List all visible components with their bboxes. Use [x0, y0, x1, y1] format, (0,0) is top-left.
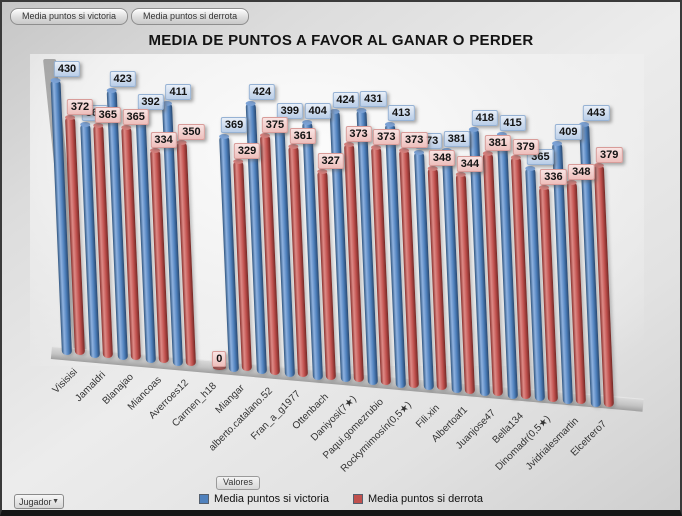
data-label-victoria-7: 424 — [248, 84, 276, 101]
data-label-derrota-2: 365 — [122, 109, 149, 126]
values-field-button[interactable]: Valores — [216, 476, 260, 490]
data-label-derrota-15: 381 — [484, 134, 511, 151]
data-label-victoria-11: 431 — [360, 90, 387, 107]
data-label-victoria-14: 381 — [443, 130, 471, 147]
chart-title: MEDIA DE PUNTOS A FAVOR AL GANAR O PERDE… — [148, 32, 534, 49]
jugador-dropdown-label: Jugador — [19, 496, 52, 507]
data-label-derrota-11: 373 — [373, 128, 400, 145]
legend: Media puntos si victoria Media puntos si… — [2, 493, 680, 505]
data-label-derrota-1: 365 — [94, 106, 122, 123]
data-label-victoria-19: 443 — [582, 104, 610, 121]
victory-swatch-icon — [199, 494, 210, 504]
data-label-derrota-16: 379 — [512, 138, 539, 155]
data-label-derrota-10: 373 — [345, 126, 372, 143]
legend-label-victory: Media puntos si victoria — [214, 493, 329, 505]
data-label-derrota-12: 373 — [401, 131, 428, 148]
data-label-victoria-9: 404 — [304, 102, 331, 119]
data-label-derrota-0: 372 — [66, 99, 94, 116]
chevron-down-icon: ▼ — [52, 498, 59, 505]
data-label-victoria-3: 392 — [137, 93, 164, 110]
data-label-victoria-18: 409 — [555, 123, 582, 140]
data-label-victoria-6: 369 — [220, 116, 248, 133]
data-label-victoria-2: 423 — [109, 71, 136, 88]
legend-item-defeat: Media puntos si derrota — [353, 493, 483, 505]
data-label-victoria-4: 411 — [165, 84, 192, 101]
victory-field-button[interactable]: Media puntos si victoria — [10, 8, 129, 25]
legend-item-victory: Media puntos si victoria — [199, 493, 329, 505]
data-label-derrota-5: 0 — [212, 350, 227, 367]
data-label-derrota-8: 361 — [289, 128, 316, 145]
data-label-victoria-16: 415 — [499, 114, 526, 131]
data-label-derrota-4: 350 — [178, 124, 205, 141]
data-label-derrota-18: 348 — [568, 163, 595, 180]
data-label-derrota-3: 334 — [150, 131, 177, 148]
data-label-derrota-19: 379 — [595, 146, 623, 163]
bar-derrota-5-zero — [213, 364, 227, 370]
data-label-derrota-17: 336 — [540, 168, 567, 185]
data-label-victoria-8: 399 — [276, 102, 303, 119]
data-label-victoria-15: 418 — [471, 109, 498, 126]
data-label-victoria-12: 413 — [388, 104, 415, 121]
data-label-victoria-0: 430 — [53, 61, 81, 78]
data-label-victoria-10: 424 — [332, 92, 359, 109]
defeat-swatch-icon — [353, 494, 363, 504]
data-label-derrota-7: 375 — [261, 116, 289, 133]
legend-label-defeat: Media puntos si derrota — [368, 493, 483, 505]
defeat-field-button[interactable]: Media puntos si derrota — [131, 8, 250, 25]
data-label-derrota-14: 344 — [456, 155, 484, 172]
data-label-derrota-9: 327 — [317, 152, 344, 169]
jugador-dropdown[interactable]: Jugador ▼ — [14, 494, 64, 509]
data-label-derrota-6: 329 — [233, 143, 261, 160]
data-label-derrota-13: 348 — [428, 150, 456, 167]
pivot-field-buttons: Media puntos si victoria Media puntos si… — [10, 8, 250, 25]
